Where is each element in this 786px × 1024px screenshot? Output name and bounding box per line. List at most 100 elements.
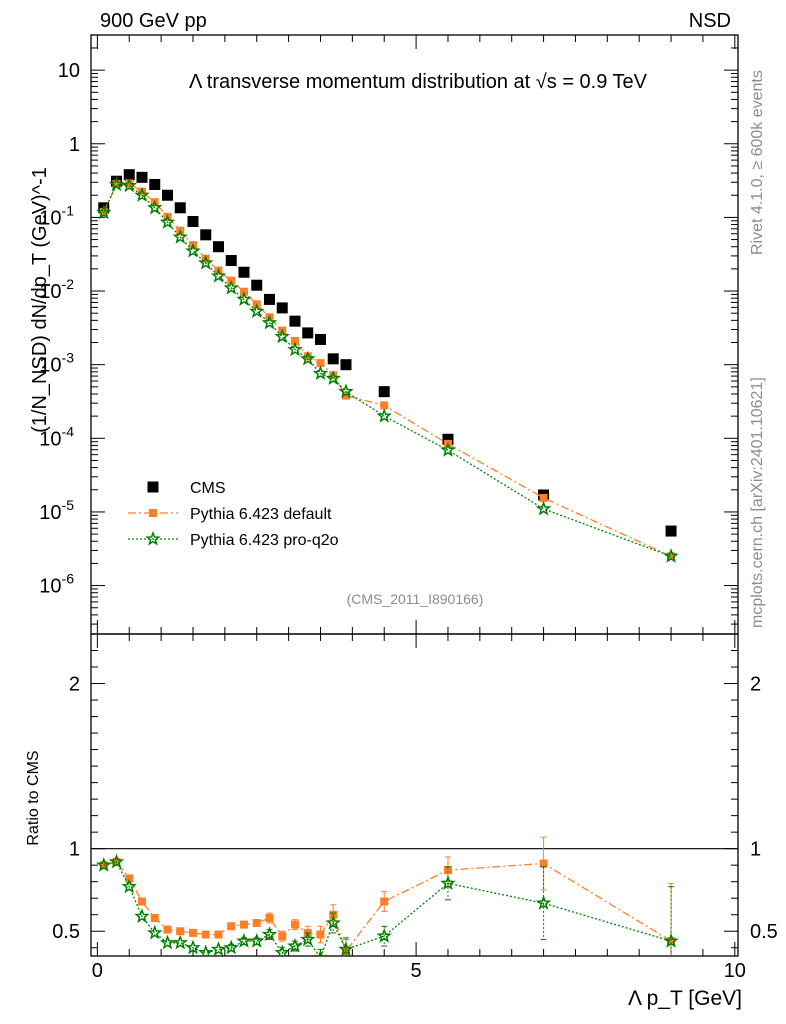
- analysis-id: (CMS_2011_I890166): [347, 591, 484, 607]
- ratio-point: [163, 925, 172, 934]
- axes: 0 5 10 10 1 10-1 10-2 10-3 10-4 10-5 10-6 0.5 0.5 1 1 2…: [39, 34, 778, 982]
- series-layer: [96, 169, 679, 563]
- ratio-point: [236, 933, 252, 948]
- data-point: [316, 359, 325, 368]
- data-point: [263, 293, 275, 305]
- data-point: [276, 302, 288, 314]
- data-point: [663, 548, 679, 563]
- legend-marker: [147, 481, 159, 493]
- series-2: [96, 176, 679, 563]
- x-tick-label: 5: [411, 960, 422, 982]
- legend: CMS Pythia 6.423 default Pythia 6.423 pro-…: [128, 480, 339, 549]
- data-point: [290, 336, 299, 345]
- ratio-point: [239, 920, 248, 929]
- ratio-point: [265, 914, 274, 923]
- ratio-series-2: [96, 853, 679, 956]
- main-plot-frame: [90, 34, 739, 635]
- y-tick-label: 10: [58, 60, 80, 82]
- y-tick-label: 1: [69, 134, 80, 156]
- data-point: [174, 202, 186, 214]
- ratio-tick-label-right: 2: [750, 674, 761, 696]
- data-point: [225, 254, 237, 266]
- data-point: [327, 353, 339, 365]
- data-point: [238, 266, 250, 278]
- legend-marker: [145, 530, 161, 546]
- ratio-point: [172, 934, 188, 950]
- data-point: [325, 370, 341, 386]
- data-point: [303, 352, 312, 361]
- data-point: [341, 391, 350, 400]
- legend-entry-0: CMS: [147, 480, 226, 497]
- series-line: [103, 183, 672, 557]
- data-point: [96, 204, 112, 220]
- y-tick-label: 10-4: [39, 423, 74, 450]
- ratio-point: [325, 914, 341, 930]
- data-point: [134, 187, 150, 202]
- legend-label: CMS: [190, 480, 226, 497]
- ratio-point: [248, 933, 265, 948]
- ratio-point: [380, 897, 389, 906]
- data-point: [287, 341, 303, 357]
- y-tick-label: 10-2: [39, 276, 74, 303]
- ratio-point: [214, 930, 223, 939]
- data-point: [212, 241, 224, 253]
- mcplots-note: mcplots.cern.ch [arXiv:2401.10621]: [749, 377, 766, 628]
- ratio-tick-label-left: 2: [69, 674, 80, 696]
- ratio-plot-frame: [90, 633, 739, 957]
- ratio-tick-label-left: 0.5: [52, 921, 80, 943]
- ratio-point: [312, 949, 329, 956]
- ratio-point: [176, 927, 185, 936]
- series-1: [99, 179, 676, 561]
- data-point: [302, 327, 314, 339]
- data-point: [200, 229, 212, 241]
- ratio-tick-label-right: 1: [750, 839, 761, 861]
- data-point: [161, 189, 173, 201]
- ratio-series: [96, 836, 679, 956]
- ratio-point: [137, 897, 146, 906]
- legend-label: Pythia 6.423 pro-q2o: [190, 532, 339, 549]
- y-tick-label: 10-3: [39, 350, 74, 377]
- ratio-point: [188, 928, 197, 937]
- ratio-point: [210, 941, 227, 956]
- ratio-point: [147, 924, 163, 940]
- ratio-point: [539, 859, 548, 868]
- data-point: [172, 228, 188, 244]
- data-point: [112, 179, 121, 188]
- ratio-point: [121, 878, 137, 894]
- data-point: [137, 187, 146, 196]
- data-point: [665, 525, 677, 537]
- data-point: [440, 442, 456, 457]
- header-right-label: NSD: [689, 10, 731, 32]
- ratio-point: [299, 931, 316, 947]
- ratio-tick-label-left: 1: [69, 839, 80, 861]
- legend-entry-2: Pythia 6.423 pro-q2o: [128, 530, 339, 549]
- data-point: [274, 328, 290, 344]
- y-tick-label: 10-6: [39, 571, 74, 598]
- data-point: [539, 493, 548, 502]
- ratio-point: [108, 853, 125, 869]
- data-point: [312, 365, 329, 381]
- ratio-point: [535, 895, 552, 910]
- legend-entry-1: Pythia 6.423 default: [128, 506, 332, 523]
- data-point: [108, 176, 125, 192]
- ratio-line: [103, 861, 672, 956]
- data-point: [535, 500, 552, 516]
- data-point: [146, 199, 163, 215]
- ratio-point: [316, 930, 325, 939]
- data-point: [187, 215, 199, 227]
- ratio-point: [96, 857, 112, 872]
- ratio-point: [150, 914, 159, 923]
- ratio-point: [443, 866, 452, 875]
- ratio-point: [252, 918, 261, 927]
- ratio-point: [667, 937, 676, 946]
- ratio-point: [338, 941, 354, 956]
- ratio-tick-label-right: 0.5: [750, 921, 778, 943]
- data-point: [125, 179, 134, 188]
- data-point: [314, 333, 326, 345]
- data-point: [299, 350, 316, 366]
- legend-label: Pythia 6.423 default: [190, 506, 332, 523]
- series-0: [98, 169, 677, 537]
- data-point: [121, 177, 137, 193]
- ratio-point: [201, 930, 210, 939]
